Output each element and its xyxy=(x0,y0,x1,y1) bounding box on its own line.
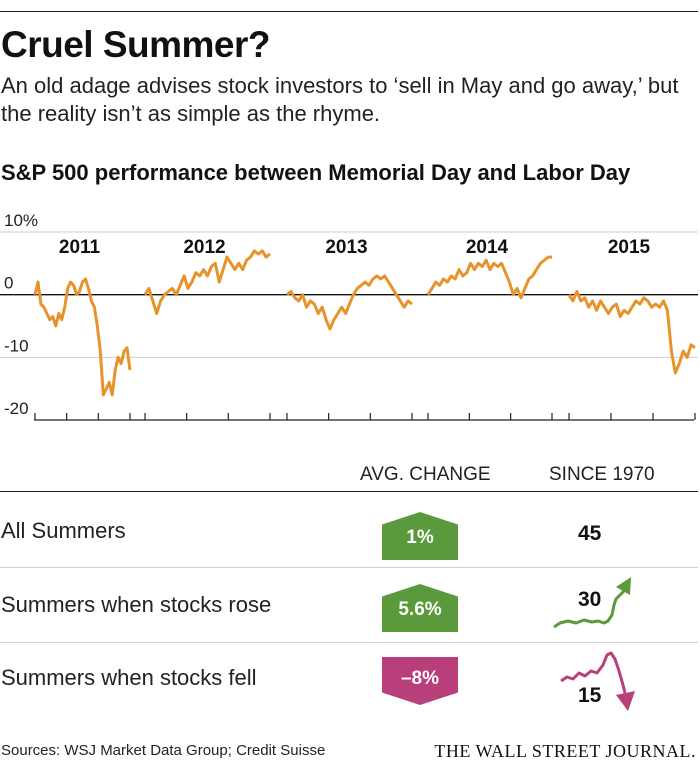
y-tick-label: -20 xyxy=(4,399,29,418)
top-rule xyxy=(0,11,698,12)
y-tick-label: 10% xyxy=(4,211,38,230)
series-line-2011 xyxy=(33,277,132,397)
series-line-2014 xyxy=(426,255,552,300)
row-label-summers-rose: Summers when stocks rose xyxy=(1,592,272,617)
series-line-2015 xyxy=(567,290,696,375)
avg-badge-summers-fell: –8% xyxy=(382,657,458,705)
year-label-2011: 2011 xyxy=(59,237,101,258)
chart-subhead: S&P 500 performance between Memorial Day… xyxy=(1,160,631,185)
series-line-2012 xyxy=(143,249,271,315)
row-divider xyxy=(0,642,698,643)
col-since-1970-header: SINCE 1970 xyxy=(549,464,655,485)
avg-badge-summers-rose: 5.6% xyxy=(382,584,458,632)
down-arrow-sparkline-icon xyxy=(560,651,635,711)
avg-badge-all-summers: 1% xyxy=(382,512,458,560)
row-label-all-summers: All Summers xyxy=(1,518,126,543)
year-label-2012: 2012 xyxy=(183,237,225,258)
up-arrow-sparkline-icon xyxy=(553,577,631,629)
year-label-2013: 2013 xyxy=(325,237,367,258)
wsj-masthead-logo: THE WALL STREET JOURNAL. xyxy=(434,741,696,761)
table-header-rule xyxy=(0,491,698,492)
small-multiples-chart: 10% 0 -10 -20 2011 2012 2013 2014 2015 xyxy=(0,211,698,421)
year-label-2015: 2015 xyxy=(608,237,651,258)
row-label-summers-fell: Summers when stocks fell xyxy=(1,665,257,690)
series-line-2013 xyxy=(286,274,413,331)
row-divider xyxy=(0,567,698,568)
headline: Cruel Summer? xyxy=(1,24,271,65)
count-summers-fell: 15 xyxy=(578,684,602,707)
count-all-summers: 45 xyxy=(578,522,602,545)
count-summers-rose: 30 xyxy=(578,588,602,611)
y-tick-label: -10 xyxy=(4,336,29,355)
dek: An old adage advises stock investors to … xyxy=(1,73,679,126)
col-avg-change-header: AVG. CHANGE xyxy=(360,464,491,485)
y-tick-label: 0 xyxy=(4,274,13,293)
source-line: Sources: WSJ Market Data Group; Credit S… xyxy=(1,742,326,759)
year-label-2014: 2014 xyxy=(466,237,509,258)
